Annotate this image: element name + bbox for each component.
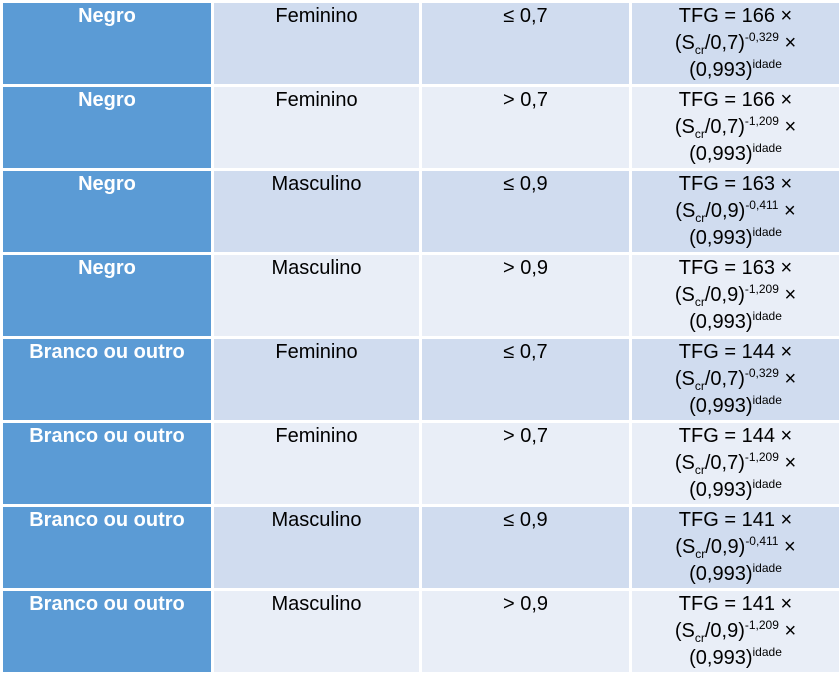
sex-cell: Masculino	[213, 170, 421, 254]
race-cell: Branco ou outro	[2, 506, 213, 590]
formula-line-2: (Scr/0,7)-0,329 ×	[632, 30, 839, 57]
scr-cell: ≤ 0,9	[421, 506, 631, 590]
scr-cell: > 0,7	[421, 422, 631, 506]
sex-cell: Feminino	[213, 422, 421, 506]
race-cell: Branco ou outro	[2, 338, 213, 422]
sex-cell: Masculino	[213, 254, 421, 338]
formula-line-1: TFG = 141 ×	[632, 591, 839, 618]
scr-cell: ≤ 0,7	[421, 2, 631, 86]
formula-line-2: (Scr/0,9)-0,411 ×	[632, 534, 839, 561]
scr-cell: ≤ 0,9	[421, 170, 631, 254]
sex-cell: Feminino	[213, 2, 421, 86]
sex-cell: Masculino	[213, 506, 421, 590]
formula-line-3: (0,993)idade	[632, 561, 839, 588]
race-cell: Negro	[2, 170, 213, 254]
race-cell: Negro	[2, 254, 213, 338]
formula-cell: TFG = 166 × (Scr/0,7)-0,329 × (0,993)ida…	[631, 2, 839, 86]
formula-line-3: (0,993)idade	[632, 393, 839, 420]
table-row: Negro Masculino > 0,9 TFG = 163 × (Scr/0…	[2, 254, 839, 338]
table-row: Branco ou outro Feminino ≤ 0,7 TFG = 144…	[2, 338, 839, 422]
table-row: Negro Masculino ≤ 0,9 TFG = 163 × (Scr/0…	[2, 170, 839, 254]
formula-cell: TFG = 141 × (Scr/0,9)-0,411 × (0,993)ida…	[631, 506, 839, 590]
table-row: Negro Feminino ≤ 0,7 TFG = 166 × (Scr/0,…	[2, 2, 839, 86]
formula-cell: TFG = 166 × (Scr/0,7)-1,209 × (0,993)ida…	[631, 86, 839, 170]
table-row: Branco ou outro Masculino ≤ 0,9 TFG = 14…	[2, 506, 839, 590]
formula-line-1: TFG = 166 ×	[632, 87, 839, 114]
formula-line-3: (0,993)idade	[632, 645, 839, 672]
formula-line-2: (Scr/0,7)-1,209 ×	[632, 114, 839, 141]
formula-line-2: (Scr/0,9)-1,209 ×	[632, 282, 839, 309]
formula-line-3: (0,993)idade	[632, 141, 839, 168]
race-cell: Branco ou outro	[2, 422, 213, 506]
formula-line-1: TFG = 163 ×	[632, 255, 839, 282]
formula-line-1: TFG = 141 ×	[632, 507, 839, 534]
formula-line-1: TFG = 144 ×	[632, 423, 839, 450]
scr-cell: ≤ 0,7	[421, 338, 631, 422]
formula-cell: TFG = 163 × (Scr/0,9)-1,209 × (0,993)ida…	[631, 254, 839, 338]
formula-line-3: (0,993)idade	[632, 225, 839, 252]
scr-cell: > 0,9	[421, 254, 631, 338]
formula-cell: TFG = 163 × (Scr/0,9)-0,411 × (0,993)ida…	[631, 170, 839, 254]
formula-line-1: TFG = 163 ×	[632, 171, 839, 198]
formula-line-2: (Scr/0,9)-1,209 ×	[632, 618, 839, 645]
formula-line-3: (0,993)idade	[632, 57, 839, 84]
formula-line-3: (0,993)idade	[632, 309, 839, 336]
formula-cell: TFG = 144 × (Scr/0,7)-0,329 × (0,993)ida…	[631, 338, 839, 422]
scr-cell: > 0,7	[421, 86, 631, 170]
formula-line-3: (0,993)idade	[632, 477, 839, 504]
formula-line-2: (Scr/0,7)-1,209 ×	[632, 450, 839, 477]
formula-cell: TFG = 144 × (Scr/0,7)-1,209 × (0,993)ida…	[631, 422, 839, 506]
sex-cell: Feminino	[213, 86, 421, 170]
formula-line-2: (Scr/0,7)-0,329 ×	[632, 366, 839, 393]
formula-line-1: TFG = 166 ×	[632, 3, 839, 30]
race-cell: Negro	[2, 86, 213, 170]
formula-line-1: TFG = 144 ×	[632, 339, 839, 366]
race-cell: Negro	[2, 2, 213, 86]
table-row: Negro Feminino > 0,7 TFG = 166 × (Scr/0,…	[2, 86, 839, 170]
sex-cell: Feminino	[213, 338, 421, 422]
formula-line-2: (Scr/0,9)-0,411 ×	[632, 198, 839, 225]
table-row: Branco ou outro Feminino > 0,7 TFG = 144…	[2, 422, 839, 506]
